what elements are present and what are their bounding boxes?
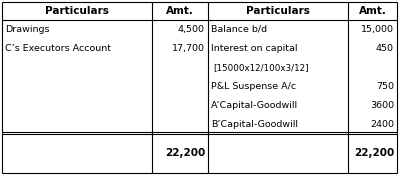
Text: Particulars: Particulars	[246, 6, 310, 16]
Text: C’s Executors Account: C’s Executors Account	[5, 44, 111, 53]
Text: [15000x12/100x3/12]: [15000x12/100x3/12]	[213, 63, 308, 72]
Text: 750: 750	[376, 82, 394, 91]
Text: 450: 450	[376, 44, 394, 53]
Text: P&L Suspense A/c: P&L Suspense A/c	[211, 82, 296, 91]
Text: 3600: 3600	[370, 101, 394, 110]
Text: Particulars: Particulars	[45, 6, 109, 16]
Text: 17,700: 17,700	[172, 44, 205, 53]
Text: 2400: 2400	[370, 120, 394, 129]
Text: Amt.: Amt.	[359, 6, 387, 16]
Text: 4,500: 4,500	[178, 25, 205, 34]
Text: B’Capital-Goodwill: B’Capital-Goodwill	[211, 120, 298, 129]
Text: 15,000: 15,000	[361, 25, 394, 34]
Text: Drawings: Drawings	[5, 25, 49, 34]
Text: Interest on capital: Interest on capital	[211, 44, 298, 53]
Text: Balance b/d: Balance b/d	[211, 25, 267, 34]
Text: Amt.: Amt.	[166, 6, 194, 16]
Text: 22,200: 22,200	[165, 149, 205, 159]
Text: A’Capital-Goodwill: A’Capital-Goodwill	[211, 101, 298, 110]
Text: 22,200: 22,200	[354, 149, 394, 159]
